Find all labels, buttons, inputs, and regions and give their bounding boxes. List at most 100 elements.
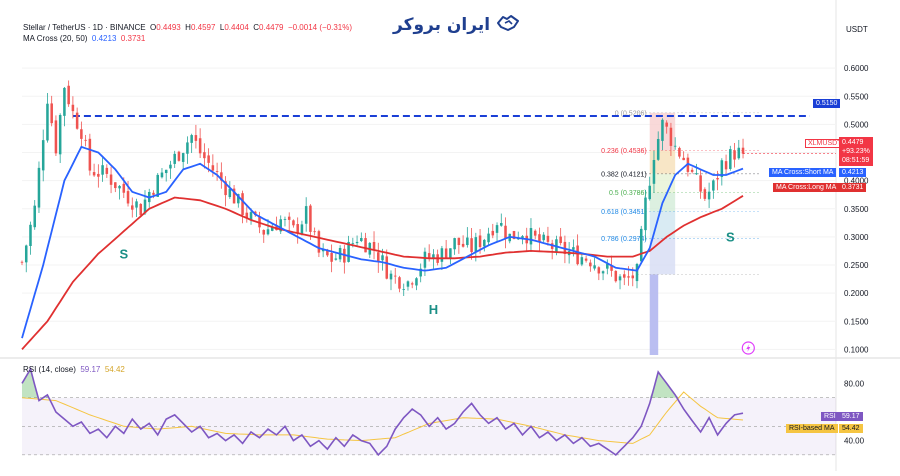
candle-body (109, 174, 113, 185)
candle-body (724, 161, 728, 170)
candle-body (457, 237, 461, 246)
candle-body (347, 241, 350, 262)
candle-body (703, 189, 707, 199)
candle-body (92, 172, 96, 176)
close-label: C (253, 23, 260, 32)
rsi-tick-label: 40.00 (844, 437, 865, 446)
candle-body (521, 236, 524, 239)
fib-zone-band (649, 150, 676, 174)
rsi-header-value: 59.17 (80, 365, 101, 374)
candle-body (177, 151, 181, 161)
candle-body (444, 248, 448, 258)
candle-body (712, 180, 715, 191)
price-tick-label: 0.2000 (844, 289, 869, 298)
candle-body (313, 231, 316, 233)
candle-body (160, 172, 164, 178)
rsi-ma-label-tag: RSI-based MA (786, 424, 838, 433)
rsi-title: RSI (14, close) (23, 365, 76, 374)
candle-body (377, 252, 380, 262)
candle-body (474, 237, 478, 253)
price-tick-label: 0.3500 (844, 205, 869, 214)
candle-body (610, 265, 613, 271)
candle-body (317, 231, 321, 253)
candle-body (716, 178, 719, 180)
candle-body (419, 268, 422, 277)
candle-body (529, 228, 533, 245)
candle-body (198, 138, 202, 154)
candle-body (495, 225, 499, 233)
candle-body (50, 103, 53, 124)
ma-short-line (21, 145, 744, 339)
candle-body (122, 183, 126, 193)
candle-body (393, 275, 397, 277)
candle-body (220, 172, 223, 181)
candle-body (97, 173, 100, 177)
low-value: 0.4404 (224, 23, 249, 32)
candle-body (41, 140, 45, 171)
candle-body (118, 185, 121, 189)
candle-body (593, 265, 596, 269)
candle-body (682, 157, 685, 161)
candle-body (63, 87, 66, 116)
candle-body (364, 238, 367, 253)
candle-body (415, 278, 418, 286)
candle-body (372, 241, 376, 250)
lightning-icon (741, 341, 755, 355)
candle-body (639, 228, 643, 262)
last-price-value: 0.4479 (842, 139, 864, 146)
candle-body (572, 247, 575, 250)
candle-body (500, 222, 503, 226)
candle-body (215, 171, 219, 173)
rsi-header[interactable]: RSI (14, close) 59.17 54.42 (23, 365, 125, 374)
candle-body (614, 270, 618, 282)
candle-body (635, 264, 639, 282)
candle-body (733, 150, 736, 160)
candle-body (410, 283, 414, 285)
candle-body (33, 205, 36, 228)
candle-body (156, 174, 159, 197)
iran-broker-logo: ایران بروکر (393, 11, 520, 38)
candle-body (669, 127, 673, 146)
ma-long-line (21, 195, 744, 350)
candle-body (24, 245, 28, 263)
candle-body (449, 248, 452, 260)
candle-body (597, 267, 601, 274)
ma-cross-title: MA Cross (20, 50) (23, 34, 88, 43)
ohlc-header: Stellar / TetherUS · 1D · BINANCE O0.449… (23, 23, 352, 32)
candle-body (559, 236, 562, 244)
candle-body (648, 185, 651, 200)
candle-body (296, 224, 299, 233)
candle-body (606, 263, 609, 269)
candle-body (601, 271, 605, 274)
candle-body (546, 235, 550, 242)
candle-body (729, 149, 732, 169)
candle-body (478, 235, 482, 248)
candle-body (211, 165, 215, 171)
candle-body (232, 188, 236, 204)
low-label: L (219, 23, 225, 32)
currency-label: USDT (846, 25, 868, 34)
candle-body (406, 281, 410, 287)
price-tick-label: 0.5500 (844, 92, 869, 101)
candle-body (584, 258, 588, 261)
pattern-label-h-1: H (429, 302, 438, 317)
candle-body (84, 139, 87, 141)
candle-body (644, 197, 647, 231)
candle-body (186, 142, 189, 154)
open-label: O (150, 23, 157, 32)
open-value: 0.4493 (156, 23, 181, 32)
candle-body (304, 206, 308, 224)
candle-body (627, 276, 630, 278)
candle-body (190, 135, 193, 143)
price-tick-label: 0.1000 (844, 345, 869, 354)
rsi-ma-header-value: 54.42 (104, 365, 125, 374)
candle-body (631, 275, 635, 279)
ma-cross-header[interactable]: MA Cross (20, 50) 0.4213 0.3731 (23, 34, 145, 43)
fib-level-label: 0.618 (0.3451) (601, 209, 647, 216)
logo-text: ایران بروکر (393, 14, 491, 35)
candle-body (737, 147, 741, 159)
candle-body (432, 254, 435, 260)
candle-body (741, 147, 745, 154)
